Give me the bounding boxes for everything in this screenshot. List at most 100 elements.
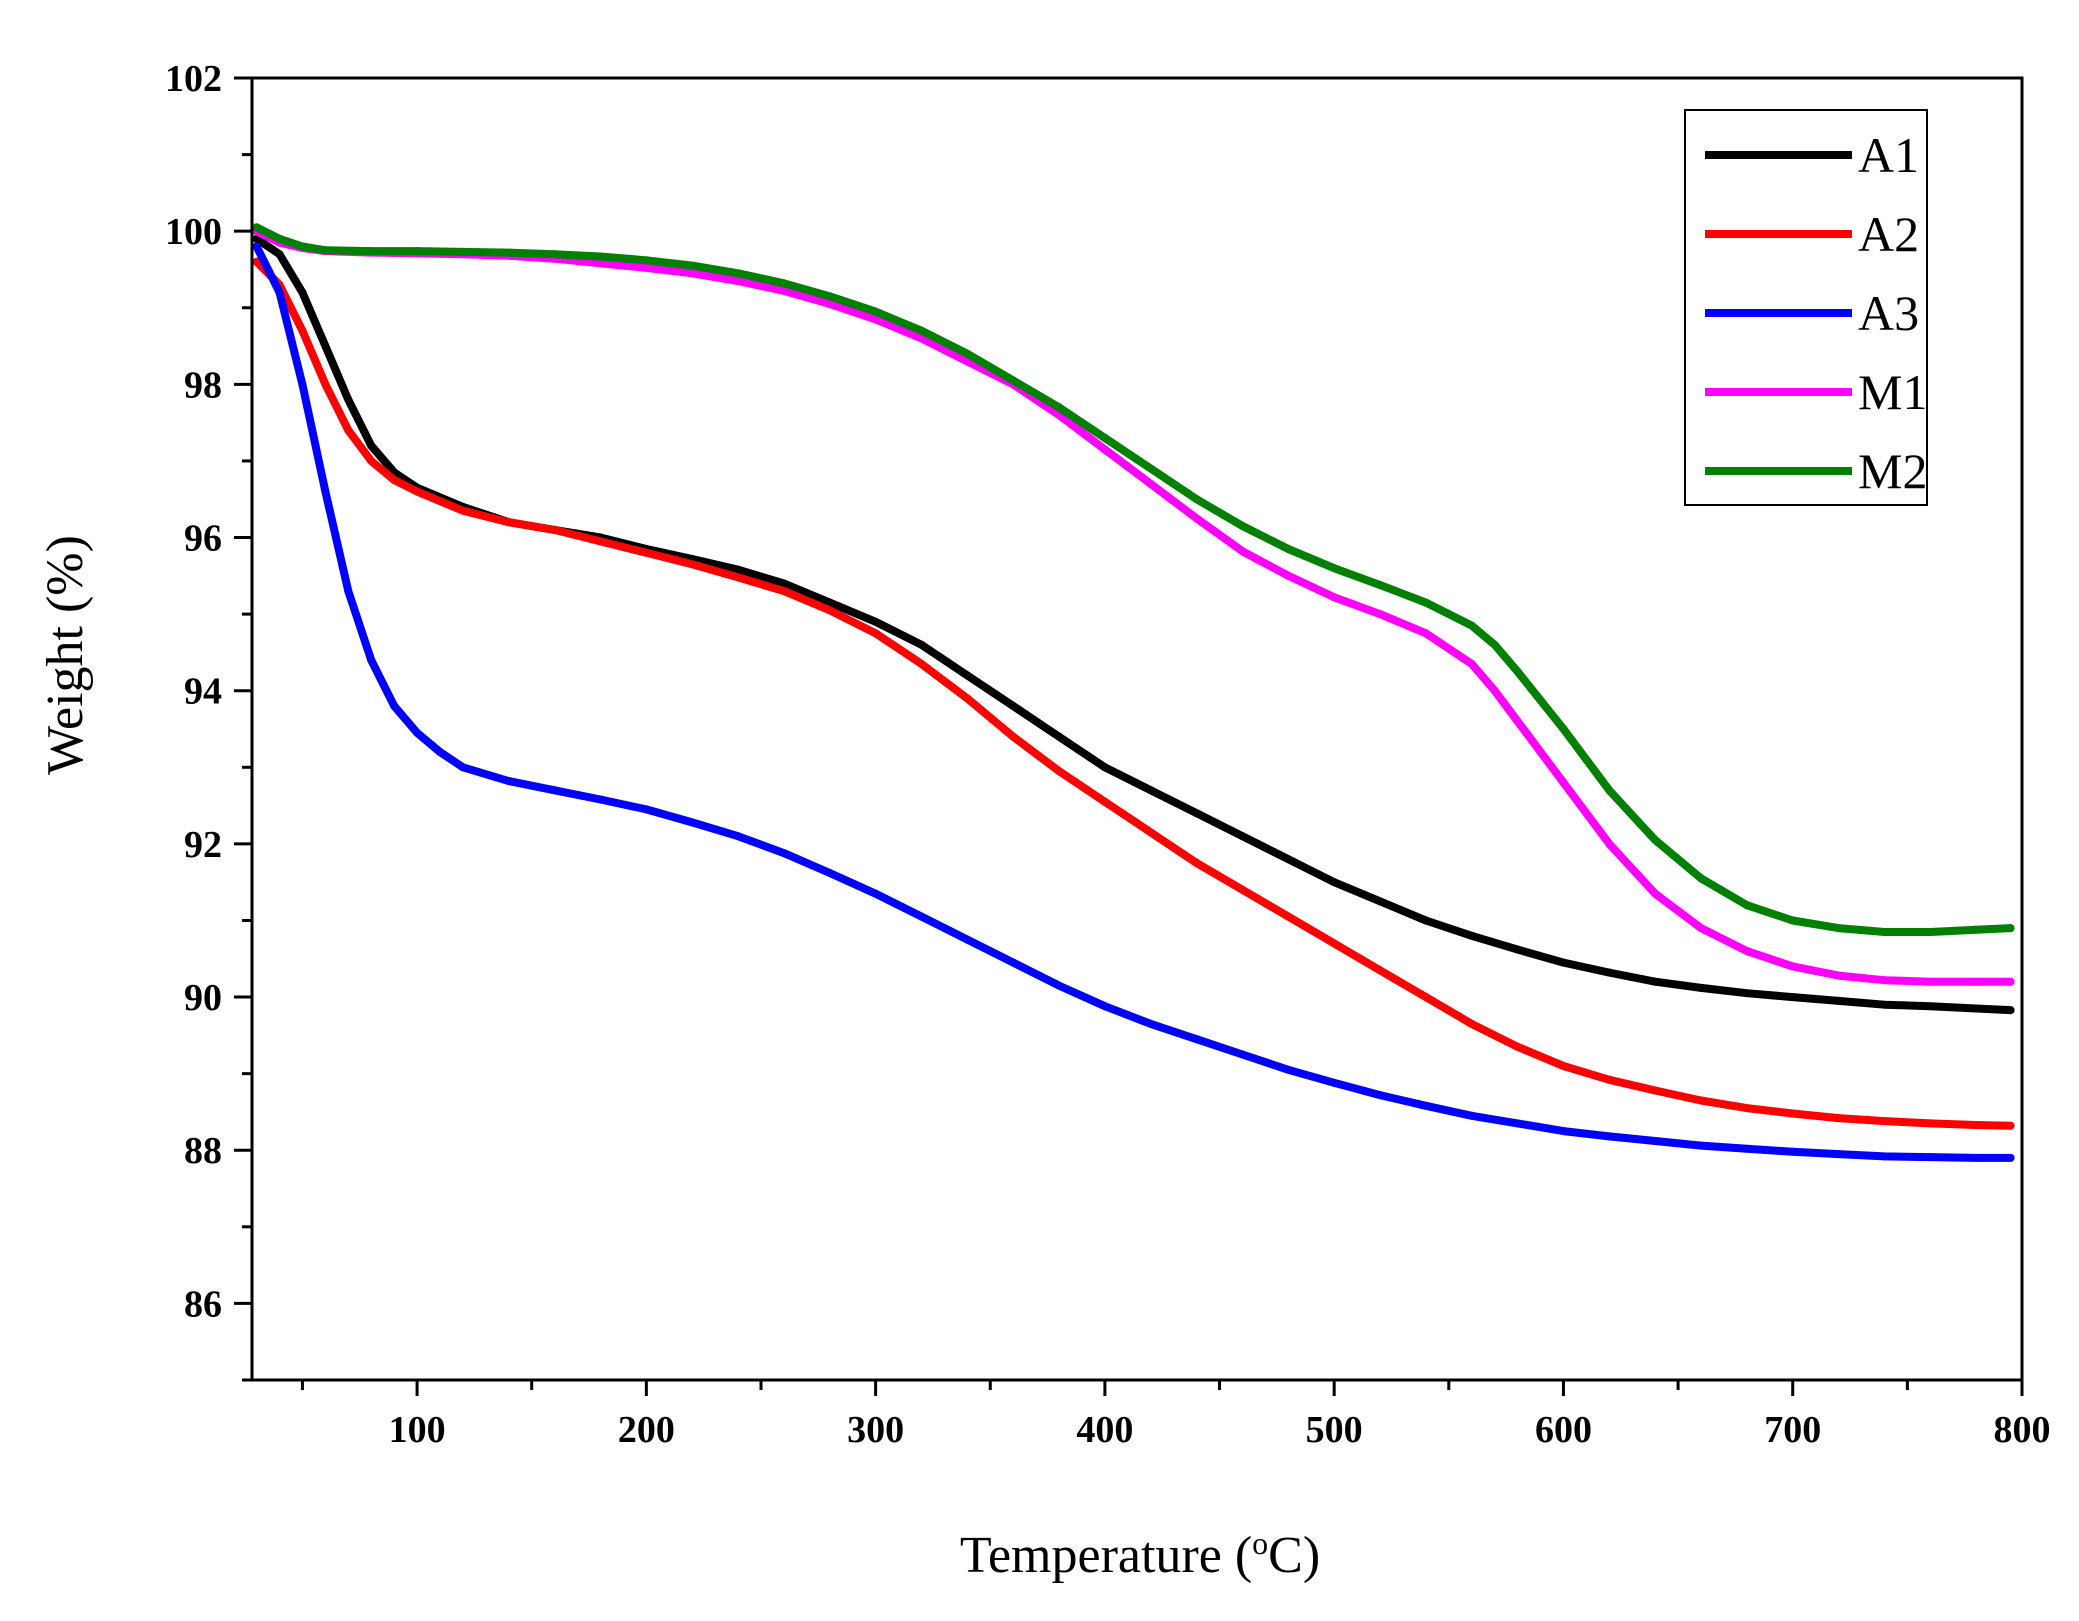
data-point [779, 279, 788, 288]
data-point [779, 579, 788, 588]
data-point [917, 659, 926, 668]
x-tick-label: 600 [1535, 1409, 1592, 1451]
x-tick-label: 200 [618, 1409, 675, 1451]
data-point [1788, 993, 1797, 1002]
data-point [504, 518, 513, 527]
data-point [1788, 1109, 1797, 1118]
data-point [1330, 878, 1339, 887]
data-point [1834, 1114, 1843, 1123]
data-point [2006, 1006, 2015, 1015]
data-point [1146, 828, 1155, 837]
data-point [917, 326, 926, 335]
data-point [298, 326, 307, 335]
data-point [642, 805, 651, 814]
legend-box [1684, 109, 1928, 506]
y-tick-label: 90 [184, 977, 222, 1019]
y-tick-label: 98 [184, 364, 222, 406]
data-point [1467, 659, 1476, 668]
data-point [1055, 767, 1064, 776]
data-point [1009, 732, 1018, 741]
data-point [321, 380, 330, 389]
data-point [1651, 1137, 1660, 1146]
data-point [1100, 763, 1109, 772]
legend-label-a2: A2 [1858, 206, 1919, 262]
data-point [275, 250, 284, 259]
data-point [1009, 376, 1018, 385]
data-point [1009, 958, 1018, 967]
data-point [1490, 640, 1499, 649]
data-point [1926, 1002, 1935, 1011]
data-point [1926, 927, 1935, 936]
data-point [321, 342, 330, 351]
data-point [1238, 832, 1247, 841]
data-point [779, 587, 788, 596]
data-point [252, 257, 261, 266]
y-tick-label: 100 [165, 211, 222, 253]
data-point [275, 234, 284, 243]
data-point [688, 818, 697, 827]
data-point [321, 246, 330, 255]
data-point [1880, 1117, 1889, 1126]
data-point [642, 548, 651, 557]
data-point [367, 247, 376, 256]
data-point [871, 889, 880, 898]
data-point [550, 786, 559, 795]
data-point [550, 250, 559, 259]
data-point [1742, 989, 1751, 998]
data-point [1742, 947, 1751, 956]
data-point [1467, 1111, 1476, 1120]
data-point [734, 832, 743, 841]
series-a2 [252, 257, 2015, 1130]
data-point [298, 242, 307, 251]
data-point [2006, 924, 2015, 933]
x-tick-label: 700 [1764, 1409, 1821, 1451]
data-point [1055, 981, 1064, 990]
data-point [779, 849, 788, 858]
data-point [436, 747, 445, 756]
data-point [734, 269, 743, 278]
tick-labels: 100 200 300 400 500 600 700 800 86 88 90 92 94 96 98 10… [165, 58, 2051, 1451]
data-point [1421, 629, 1430, 638]
data-point [1788, 962, 1797, 971]
series-line-a3 [252, 242, 2015, 1162]
data-point [1490, 686, 1499, 695]
data-point [1697, 1141, 1706, 1150]
data-point [596, 795, 605, 804]
data-point [2006, 1121, 2015, 1130]
data-point [390, 702, 399, 711]
data-point [1834, 1150, 1843, 1159]
y-tick-label: 102 [165, 58, 222, 100]
data-point [1330, 593, 1339, 602]
data-point [1605, 786, 1614, 795]
data-point [1742, 1104, 1751, 1113]
data-point [1651, 977, 1660, 986]
data-point [1972, 977, 1981, 986]
data-point [550, 525, 559, 534]
data-point [1559, 958, 1568, 967]
data-point [1880, 927, 1889, 936]
data-point [1100, 797, 1109, 806]
data-point [1605, 1132, 1614, 1141]
data-point [1559, 1127, 1568, 1136]
series-m2 [252, 223, 2015, 936]
y-tick-label: 94 [184, 671, 222, 713]
data-point [1100, 433, 1109, 442]
data-point [1742, 901, 1751, 910]
data-point [1513, 945, 1522, 954]
x-axis-label-end: C) [1268, 1527, 1320, 1584]
data-point [1421, 1101, 1430, 1110]
data-point [1100, 1002, 1109, 1011]
data-point [252, 242, 261, 251]
data-point [1055, 403, 1064, 412]
data-point [917, 334, 926, 343]
data-point [871, 307, 880, 316]
data-point [413, 247, 422, 256]
data-point [1238, 522, 1247, 531]
data-point [1421, 916, 1430, 925]
data-point [1880, 976, 1889, 985]
data-point [1009, 702, 1018, 711]
data-point [596, 259, 605, 268]
data-point [1467, 931, 1476, 940]
data-point [1559, 1061, 1568, 1070]
data-point [1146, 464, 1155, 473]
